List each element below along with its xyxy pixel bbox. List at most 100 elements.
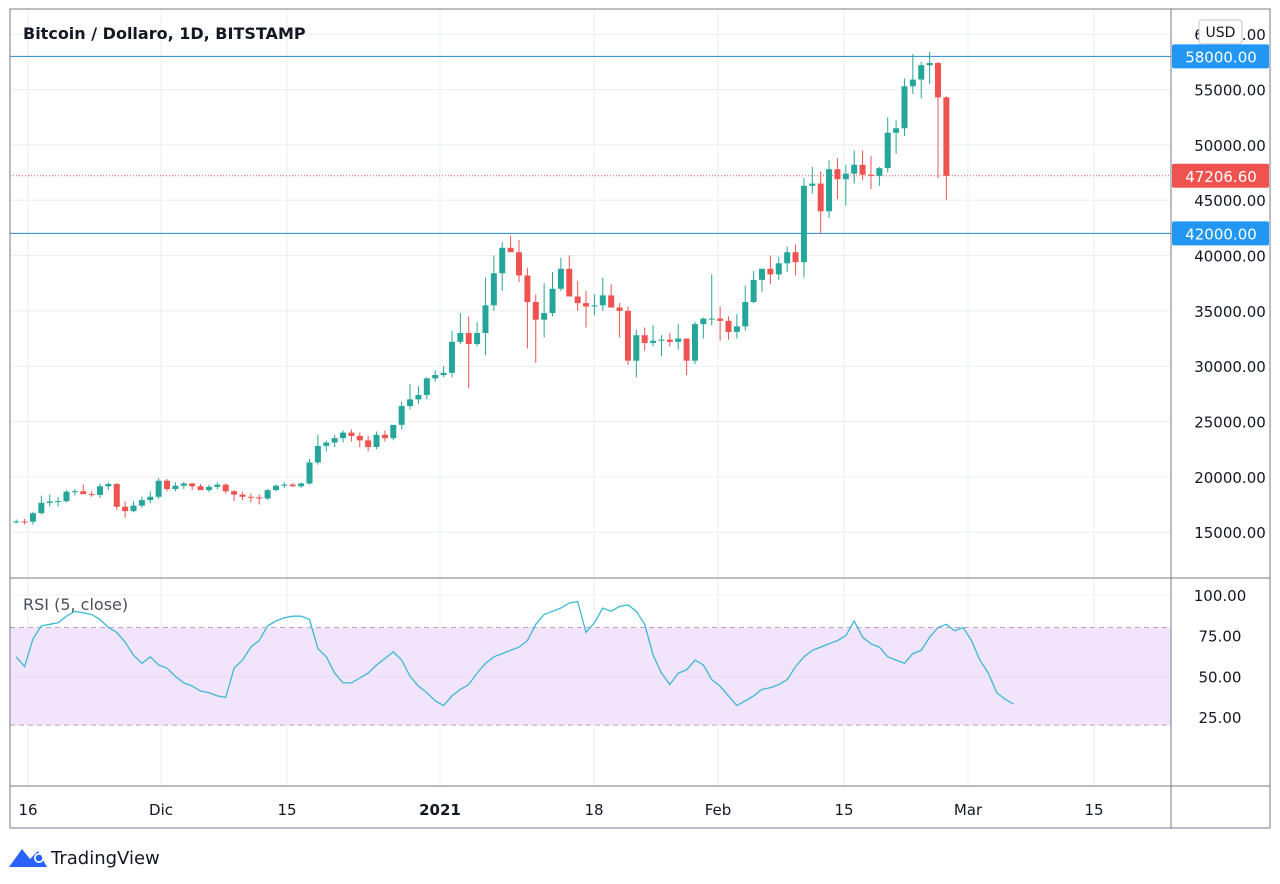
- candle-body: [80, 491, 87, 495]
- candle-body: [222, 484, 229, 492]
- rsi-tick-label: 100.00: [1194, 587, 1247, 605]
- candle-body: [55, 501, 62, 503]
- candle-body: [683, 338, 690, 361]
- candle-body: [549, 288, 556, 314]
- tradingview-logo[interactable]: TradingView: [9, 848, 160, 869]
- candle-body: [231, 491, 238, 495]
- candle-body: [608, 295, 615, 308]
- candle-body: [21, 521, 28, 523]
- candle-body: [38, 502, 45, 514]
- candle-body: [13, 521, 20, 523]
- candle-body: [122, 506, 129, 512]
- candle-body: [365, 440, 372, 447]
- candle-body: [926, 63, 933, 66]
- candle-body: [884, 132, 891, 169]
- candle-body: [499, 247, 506, 274]
- candles-group: [13, 51, 950, 525]
- candle-body: [809, 183, 816, 186]
- candle-body: [867, 174, 874, 176]
- price-tick-label: 45000.00: [1194, 192, 1266, 210]
- candle-body: [164, 480, 171, 490]
- candle-body: [432, 375, 439, 379]
- candle-body: [239, 494, 246, 497]
- candle-body: [507, 247, 514, 253]
- candle-body: [381, 434, 388, 439]
- candle-body: [591, 305, 598, 307]
- currency-label: USD: [1206, 25, 1236, 41]
- candle-body: [63, 491, 70, 502]
- candle-body: [113, 484, 120, 507]
- candle-body: [784, 252, 791, 264]
- horizontal-levels[interactable]: [10, 55, 1171, 234]
- candle-body: [205, 486, 212, 491]
- candle-body: [800, 185, 807, 263]
- candle-body: [247, 496, 254, 498]
- candle-body: [641, 335, 648, 343]
- candle-body: [775, 263, 782, 275]
- rsi-series: [15, 600, 1014, 707]
- candle-body: [859, 164, 866, 175]
- candle-body: [909, 79, 916, 87]
- candle-body: [130, 505, 137, 512]
- candle-body: [348, 432, 355, 436]
- level-price-tag-label: 58000.00: [1185, 48, 1257, 66]
- candle-body: [105, 484, 112, 487]
- candle-body: [826, 169, 833, 212]
- candle-body: [474, 333, 481, 345]
- candle-body: [323, 442, 330, 446]
- currency-button[interactable]: USD: [1198, 19, 1243, 45]
- rsi-tick-label: 50.00: [1199, 668, 1242, 686]
- candle-body: [624, 310, 631, 361]
- candle-body: [272, 485, 279, 491]
- candle-body: [314, 445, 321, 463]
- candle-body: [88, 494, 95, 496]
- candle-body: [675, 338, 682, 342]
- candle-body: [390, 424, 397, 439]
- candle-body: [448, 341, 455, 373]
- outer-border: [9, 8, 1271, 829]
- time-tick-label: 15: [277, 801, 296, 819]
- candle-body: [71, 491, 78, 493]
- candle-body: [901, 86, 908, 129]
- candle-body: [717, 318, 724, 321]
- candle-body: [532, 302, 539, 320]
- candle-body: [842, 173, 849, 180]
- candle-body: [583, 303, 590, 307]
- tradingview-wordmark: TradingView: [50, 848, 160, 869]
- candle-body: [172, 485, 179, 490]
- rsi-tick-label: 75.00: [1199, 628, 1242, 646]
- candle-body: [147, 496, 154, 501]
- candle-body: [440, 372, 447, 376]
- candle-body: [876, 168, 883, 176]
- time-tick-label: Mar: [954, 801, 983, 819]
- candle-body: [516, 252, 522, 276]
- candle-body: [851, 164, 858, 174]
- candle-body: [943, 97, 950, 176]
- rsi-label: RSI (5, close): [23, 595, 128, 614]
- candle-body: [817, 183, 824, 212]
- time-tick-label: 15: [1084, 801, 1103, 819]
- candle-body: [398, 406, 405, 425]
- time-tick-label: 2021: [419, 801, 461, 819]
- candle-body: [457, 333, 464, 342]
- candle-body: [750, 279, 757, 303]
- price-tick-label: 50000.00: [1194, 137, 1266, 155]
- candle-body: [407, 399, 414, 407]
- candle-body: [482, 305, 489, 334]
- candle-body: [759, 268, 766, 280]
- rsi-band: [10, 627, 1171, 726]
- rsi-line: [15, 600, 1014, 707]
- candle-body: [557, 268, 564, 289]
- candle-body: [541, 313, 548, 320]
- candle-body: [767, 268, 774, 275]
- candle-body: [197, 486, 204, 491]
- candle-body: [893, 128, 900, 133]
- candle-body: [616, 307, 623, 311]
- level-price-tag-label: 42000.00: [1185, 225, 1257, 243]
- candle-body: [733, 326, 740, 332]
- candle-body: [708, 318, 715, 320]
- price-tick-label: 40000.00: [1194, 248, 1266, 266]
- candle-body: [256, 497, 263, 499]
- candle-body: [792, 252, 799, 263]
